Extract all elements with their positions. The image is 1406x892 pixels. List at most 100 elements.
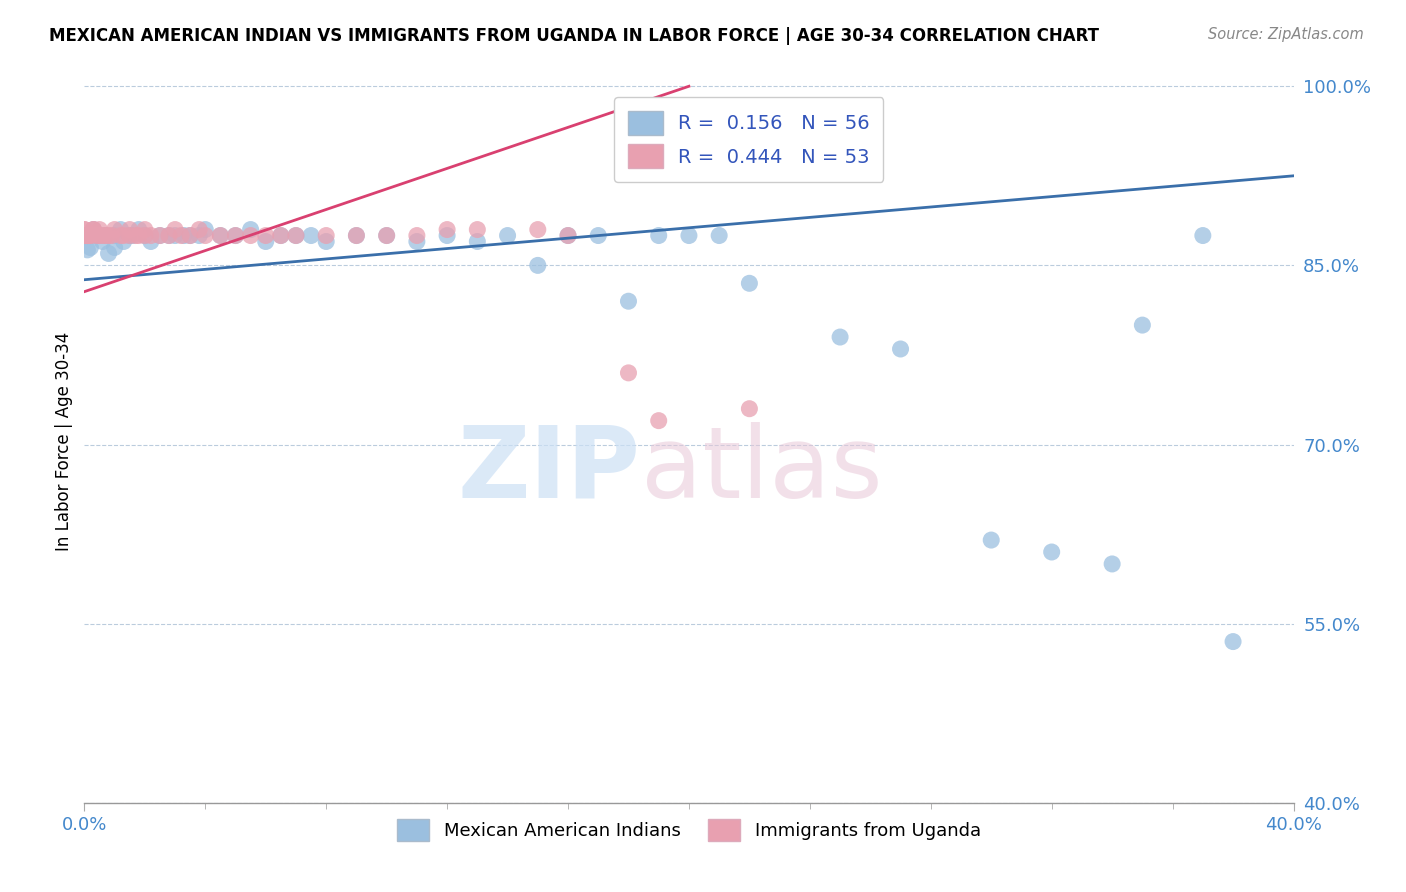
Point — [557, 228, 579, 243]
Point — [209, 228, 232, 243]
Point — [134, 222, 156, 236]
Point — [617, 294, 640, 309]
Point — [104, 228, 127, 243]
Point — [315, 235, 337, 249]
Point — [118, 222, 141, 236]
Point — [738, 401, 761, 416]
Point — [239, 222, 262, 236]
Point — [179, 228, 201, 243]
Point — [980, 533, 1002, 547]
Point — [89, 228, 111, 243]
Point — [179, 228, 201, 243]
Point — [104, 222, 127, 236]
Point — [165, 228, 187, 243]
Point — [82, 222, 104, 236]
Point — [86, 228, 108, 243]
Point — [157, 228, 180, 243]
Point — [285, 228, 308, 243]
Point — [118, 228, 141, 243]
Point — [89, 222, 111, 236]
Point — [1130, 318, 1153, 332]
Point — [225, 228, 247, 243]
Point — [1040, 545, 1063, 559]
Text: MEXICAN AMERICAN INDIAN VS IMMIGRANTS FROM UGANDA IN LABOR FORCE | AGE 30-34 COR: MEXICAN AMERICAN INDIAN VS IMMIGRANTS FR… — [49, 27, 1099, 45]
Point — [104, 240, 127, 254]
Point — [588, 228, 610, 243]
Point — [100, 228, 122, 243]
Point — [73, 222, 96, 236]
Point — [76, 228, 98, 243]
Point — [82, 222, 104, 236]
Point — [86, 228, 108, 243]
Point — [125, 228, 148, 243]
Point — [270, 228, 292, 243]
Point — [285, 228, 308, 243]
Point — [73, 222, 96, 236]
Point — [557, 228, 579, 243]
Point — [76, 243, 98, 257]
Point — [496, 228, 519, 243]
Point — [1101, 557, 1123, 571]
Point — [97, 246, 120, 260]
Point — [121, 228, 143, 243]
Point — [346, 228, 368, 243]
Point — [648, 228, 671, 243]
Point — [73, 228, 96, 243]
Point — [149, 228, 172, 243]
Point — [118, 228, 141, 243]
Text: atlas: atlas — [641, 422, 882, 519]
Point — [110, 222, 132, 236]
Point — [209, 228, 232, 243]
Point — [79, 240, 101, 254]
Point — [91, 235, 114, 249]
Point — [890, 342, 912, 356]
Point — [82, 222, 104, 236]
Point — [346, 228, 368, 243]
Point — [188, 222, 211, 236]
Y-axis label: In Labor Force | Age 30-34: In Labor Force | Age 30-34 — [55, 332, 73, 551]
Point — [315, 228, 337, 243]
Point — [128, 228, 150, 243]
Point — [76, 228, 98, 243]
Point — [617, 366, 640, 380]
Point — [678, 228, 700, 243]
Point — [149, 228, 172, 243]
Point — [139, 235, 162, 249]
Point — [709, 228, 731, 243]
Point — [406, 235, 429, 249]
Point — [527, 259, 550, 273]
Point — [73, 228, 96, 243]
Point — [194, 222, 217, 236]
Point — [139, 228, 162, 243]
Point — [128, 222, 150, 236]
Point — [173, 228, 195, 243]
Point — [375, 228, 398, 243]
Point — [165, 222, 187, 236]
Point — [79, 228, 101, 243]
Point — [79, 228, 101, 243]
Point — [94, 228, 117, 243]
Point — [527, 222, 550, 236]
Point — [110, 228, 132, 243]
Point — [830, 330, 852, 344]
Point — [467, 235, 489, 249]
Text: Source: ZipAtlas.com: Source: ZipAtlas.com — [1208, 27, 1364, 42]
Point — [112, 235, 135, 249]
Point — [738, 277, 761, 291]
Text: ZIP: ZIP — [458, 422, 641, 519]
Point — [225, 228, 247, 243]
Legend: Mexican American Indians, Immigrants from Uganda: Mexican American Indians, Immigrants fro… — [389, 812, 988, 848]
Point — [239, 228, 262, 243]
Point — [76, 228, 98, 243]
Point — [97, 228, 120, 243]
Point — [467, 222, 489, 236]
Point — [1192, 228, 1215, 243]
Point — [188, 228, 211, 243]
Point — [1222, 634, 1244, 648]
Point — [76, 228, 98, 243]
Point — [436, 228, 458, 243]
Point — [436, 222, 458, 236]
Point — [406, 228, 429, 243]
Point — [170, 228, 193, 243]
Point — [648, 414, 671, 428]
